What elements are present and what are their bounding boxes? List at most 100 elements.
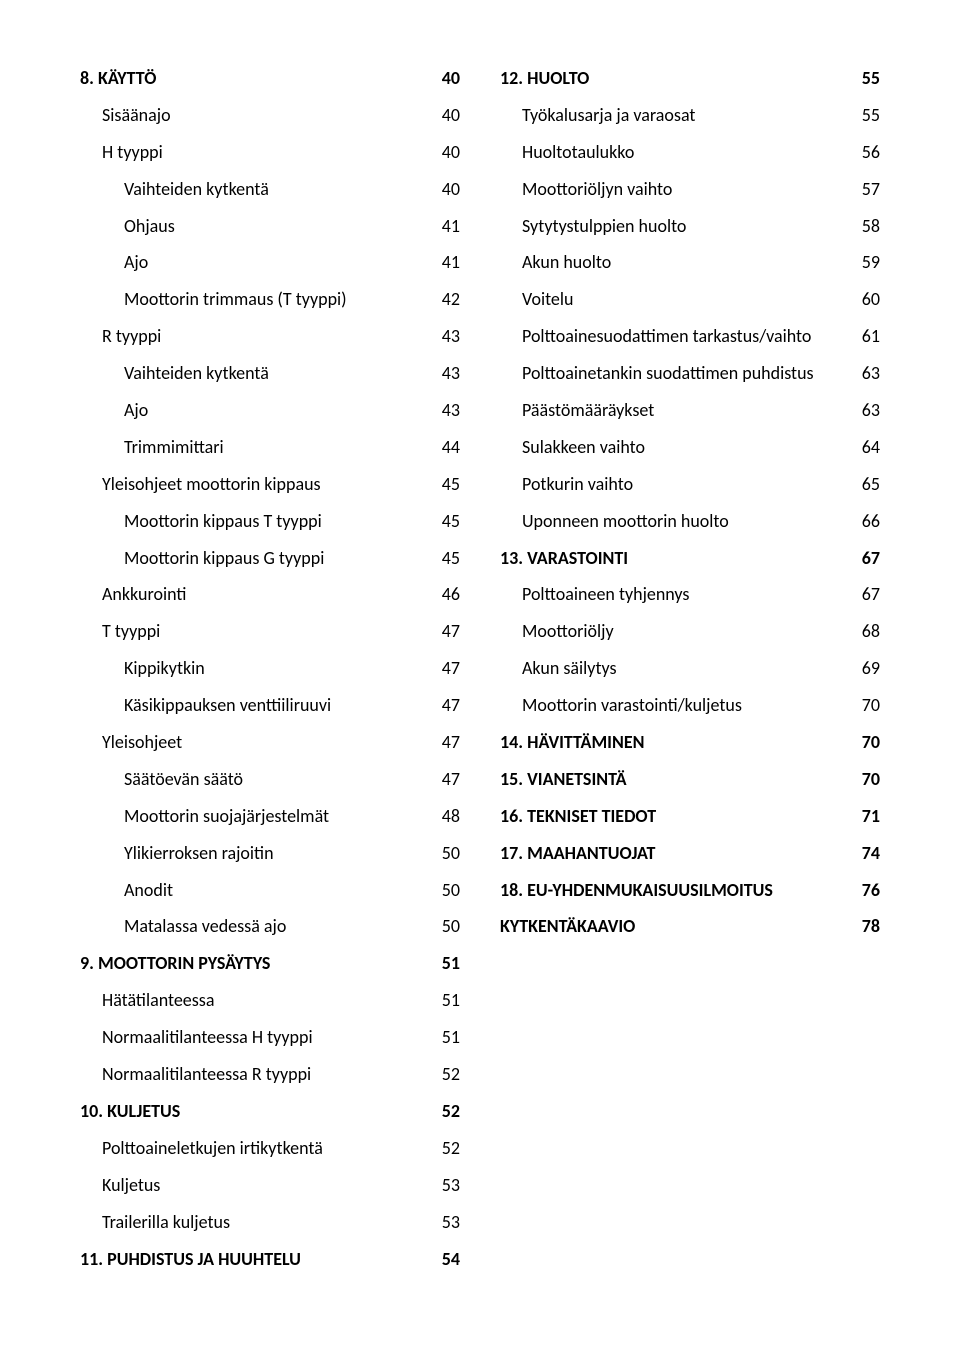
toc-page-number: 70: [840, 687, 880, 724]
toc-label: Akun säilytys: [500, 650, 840, 687]
toc-row: Ohjaus41: [80, 208, 460, 245]
toc-page-number: 63: [840, 355, 880, 392]
toc-row: Trimmimittari44: [80, 429, 460, 466]
toc-label: 18. EU-YHDENMUKAISUUSILMOITUS: [500, 872, 840, 909]
toc-row: Anodit50: [80, 872, 460, 909]
toc-row: 18. EU-YHDENMUKAISUUSILMOITUS76: [500, 872, 880, 909]
toc-label: 17. MAAHANTUOJAT: [500, 835, 840, 872]
toc-page-number: 40: [420, 171, 460, 208]
toc-page-number: 43: [420, 355, 460, 392]
toc-row: Kuljetus53: [80, 1167, 460, 1204]
toc-row: 16. TEKNISET TIEDOT71: [500, 798, 880, 835]
toc-label: Polttoainetankin suodattimen puhdistus: [500, 355, 840, 392]
toc-row: Matalassa vedessä ajo50: [80, 908, 460, 945]
toc-label: Trimmimittari: [80, 429, 420, 466]
toc-page-number: 66: [840, 503, 880, 540]
toc-page-number: 67: [840, 540, 880, 577]
toc-label: Moottorin kippaus G tyyppi: [80, 540, 420, 577]
toc-label: Polttoainesuodattimen tarkastus/vaihto: [500, 318, 840, 355]
toc-page-number: 52: [420, 1130, 460, 1167]
toc-label: Normaalitilanteessa H tyyppi: [80, 1019, 420, 1056]
toc-page-number: 45: [420, 540, 460, 577]
toc-row: Trailerilla kuljetus53: [80, 1204, 460, 1241]
toc-label: Yleisohjeet: [80, 724, 420, 761]
toc-label: 12. HUOLTO: [500, 60, 840, 97]
toc-label: Ankkurointi: [80, 576, 420, 613]
toc-row: 9. MOOTTORIN PYSÄYTYS51: [80, 945, 460, 982]
toc-row: R tyyppi43: [80, 318, 460, 355]
toc-label: H tyyppi: [80, 134, 420, 171]
toc-label: 8. KÄYTTÖ: [80, 60, 420, 97]
toc-row: Moottorin kippaus T tyyppi45: [80, 503, 460, 540]
toc-row: 14. HÄVITTÄMINEN70: [500, 724, 880, 761]
toc-label: Säätöevän säätö: [80, 761, 420, 798]
toc-label: Matalassa vedessä ajo: [80, 908, 420, 945]
toc-label: Vaihteiden kytkentä: [80, 171, 420, 208]
toc-page-number: 76: [840, 872, 880, 909]
toc-row: Huoltotaulukko56: [500, 134, 880, 171]
toc-label: Päästömääräykset: [500, 392, 840, 429]
toc-page-number: 52: [420, 1093, 460, 1130]
toc-page-number: 67: [840, 576, 880, 613]
toc-row: Työkalusarja ja varaosat55: [500, 97, 880, 134]
toc-row: Hätätilanteessa51: [80, 982, 460, 1019]
toc-row: Vaihteiden kytkentä43: [80, 355, 460, 392]
toc-row: 12. HUOLTO55: [500, 60, 880, 97]
toc-page-number: 47: [420, 687, 460, 724]
toc-label: Huoltotaulukko: [500, 134, 840, 171]
toc-label: Yleisohjeet moottorin kippaus: [80, 466, 420, 503]
toc-label: Moottorin varastointi/kuljetus: [500, 687, 840, 724]
toc-page-number: 57: [840, 171, 880, 208]
toc-page-number: 51: [420, 982, 460, 1019]
toc-page-number: 40: [420, 134, 460, 171]
toc-page-number: 53: [420, 1204, 460, 1241]
toc-row: 13. VARASTOINTI67: [500, 540, 880, 577]
toc-row: Vaihteiden kytkentä40: [80, 171, 460, 208]
toc-row: Polttoainetankin suodattimen puhdistus63: [500, 355, 880, 392]
toc-page-number: 55: [840, 97, 880, 134]
toc-page-number: 61: [840, 318, 880, 355]
toc-label: Sisäänajo: [80, 97, 420, 134]
toc-page-number: 50: [420, 872, 460, 909]
toc-row: Akun huolto59: [500, 244, 880, 281]
toc-row: KYTKENTÄKAAVIO78: [500, 908, 880, 945]
toc-page-number: 43: [420, 318, 460, 355]
toc-row: Voitelu60: [500, 281, 880, 318]
toc-label: 9. MOOTTORIN PYSÄYTYS: [80, 945, 420, 982]
toc-page-number: 46: [420, 576, 460, 613]
toc-label: KYTKENTÄKAAVIO: [500, 908, 840, 945]
toc-container: 8. KÄYTTÖ40Sisäänajo40H tyyppi40Vaihteid…: [80, 60, 880, 1277]
toc-page-number: 44: [420, 429, 460, 466]
toc-label: Moottorin trimmaus (T tyyppi): [80, 281, 420, 318]
toc-label: Käsikippauksen venttiiliruuvi: [80, 687, 420, 724]
toc-page-number: 51: [420, 945, 460, 982]
toc-row: Kippikytkin47: [80, 650, 460, 687]
toc-left-column: 8. KÄYTTÖ40Sisäänajo40H tyyppi40Vaihteid…: [80, 60, 460, 1277]
toc-label: 16. TEKNISET TIEDOT: [500, 798, 840, 835]
toc-row: Käsikippauksen venttiiliruuvi47: [80, 687, 460, 724]
toc-label: Anodit: [80, 872, 420, 909]
toc-label: Moottorin kippaus T tyyppi: [80, 503, 420, 540]
toc-label: R tyyppi: [80, 318, 420, 355]
toc-label: Ajo: [80, 244, 420, 281]
toc-label: Moottorin suojajärjestelmät: [80, 798, 420, 835]
toc-row: Moottorin trimmaus (T tyyppi)42: [80, 281, 460, 318]
toc-label: Ylikierroksen rajoitin: [80, 835, 420, 872]
toc-label: 14. HÄVITTÄMINEN: [500, 724, 840, 761]
toc-row: Polttoainesuodattimen tarkastus/vaihto61: [500, 318, 880, 355]
toc-page-number: 45: [420, 503, 460, 540]
toc-page-number: 50: [420, 835, 460, 872]
toc-row: 11. PUHDISTUS JA HUUHTELU54: [80, 1241, 460, 1278]
toc-label: Ohjaus: [80, 208, 420, 245]
toc-row: T tyyppi47: [80, 613, 460, 650]
toc-row: Yleisohjeet moottorin kippaus45: [80, 466, 460, 503]
toc-row: 10. KULJETUS52: [80, 1093, 460, 1130]
toc-page-number: 56: [840, 134, 880, 171]
toc-row: Polttoaineletkujen irtikytkentä52: [80, 1130, 460, 1167]
toc-page-number: 71: [840, 798, 880, 835]
toc-label: Työkalusarja ja varaosat: [500, 97, 840, 134]
toc-row: Sisäänajo40: [80, 97, 460, 134]
toc-row: 17. MAAHANTUOJAT74: [500, 835, 880, 872]
toc-page-number: 47: [420, 613, 460, 650]
toc-page-number: 50: [420, 908, 460, 945]
